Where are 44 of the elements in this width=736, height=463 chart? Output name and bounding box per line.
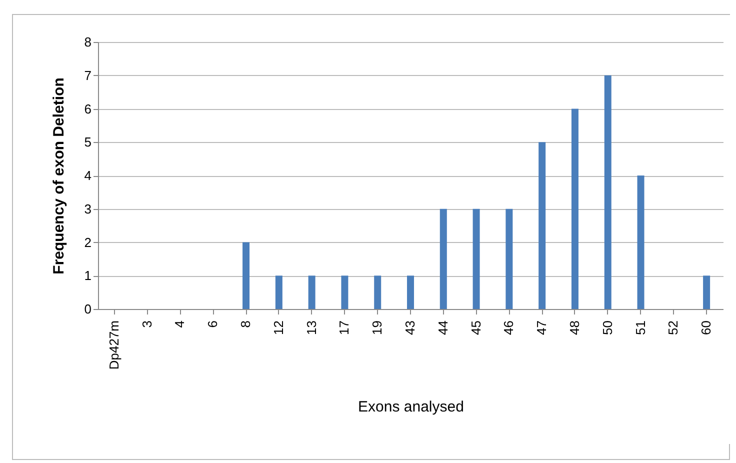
x-tick-label: 47	[534, 320, 550, 335]
bar	[341, 276, 348, 309]
bar	[571, 108, 578, 309]
x-tick-label: 52	[666, 320, 681, 335]
bar	[275, 276, 282, 309]
y-tick-label: 0	[84, 302, 92, 316]
y-tick-label: 7	[84, 68, 92, 83]
x-tick-label: 6	[205, 320, 220, 328]
x-tick-label: 8	[238, 320, 254, 328]
y-axis-title: Frequency of exon Deletion	[50, 78, 68, 274]
bar	[374, 276, 382, 309]
bar	[242, 242, 250, 309]
x-tick-label: 50	[600, 320, 615, 335]
x-tick-label: 13	[304, 320, 319, 335]
bar	[538, 142, 546, 309]
y-tick-label: 3	[84, 201, 92, 216]
bar	[703, 276, 710, 309]
x-tick-label: 51	[632, 320, 648, 335]
y-tick-label: 5	[84, 134, 92, 150]
x-tick-label: 19	[370, 320, 385, 335]
x-tick-label: 43	[402, 320, 418, 335]
bar	[506, 208, 513, 309]
y-tick-label: 1	[84, 268, 92, 284]
y-tick-label: 2	[84, 234, 92, 250]
x-tick-label: 3	[139, 320, 154, 328]
x-tick-label: 44	[435, 320, 450, 335]
x-tick-label: 17	[336, 320, 352, 335]
x-tick-label: 45	[468, 320, 484, 335]
y-tick-label: 8	[84, 34, 92, 50]
x-tick-label: Dp427m	[106, 320, 122, 370]
x-tick-label: 4	[172, 320, 188, 328]
y-tick-label: 4	[84, 168, 92, 183]
bar	[440, 208, 447, 309]
bar	[604, 75, 612, 309]
bar	[308, 276, 316, 309]
x-tick-label: 12	[270, 320, 286, 335]
x-tick-label: 60	[698, 320, 714, 335]
bar	[407, 276, 414, 309]
bar	[637, 176, 644, 309]
x-tick-label: 46	[501, 320, 516, 335]
bar	[472, 208, 480, 309]
y-tick-label: 6	[84, 101, 92, 116]
x-tick-label: 48	[566, 320, 582, 335]
x-axis-title: Exons analysed	[358, 398, 464, 416]
